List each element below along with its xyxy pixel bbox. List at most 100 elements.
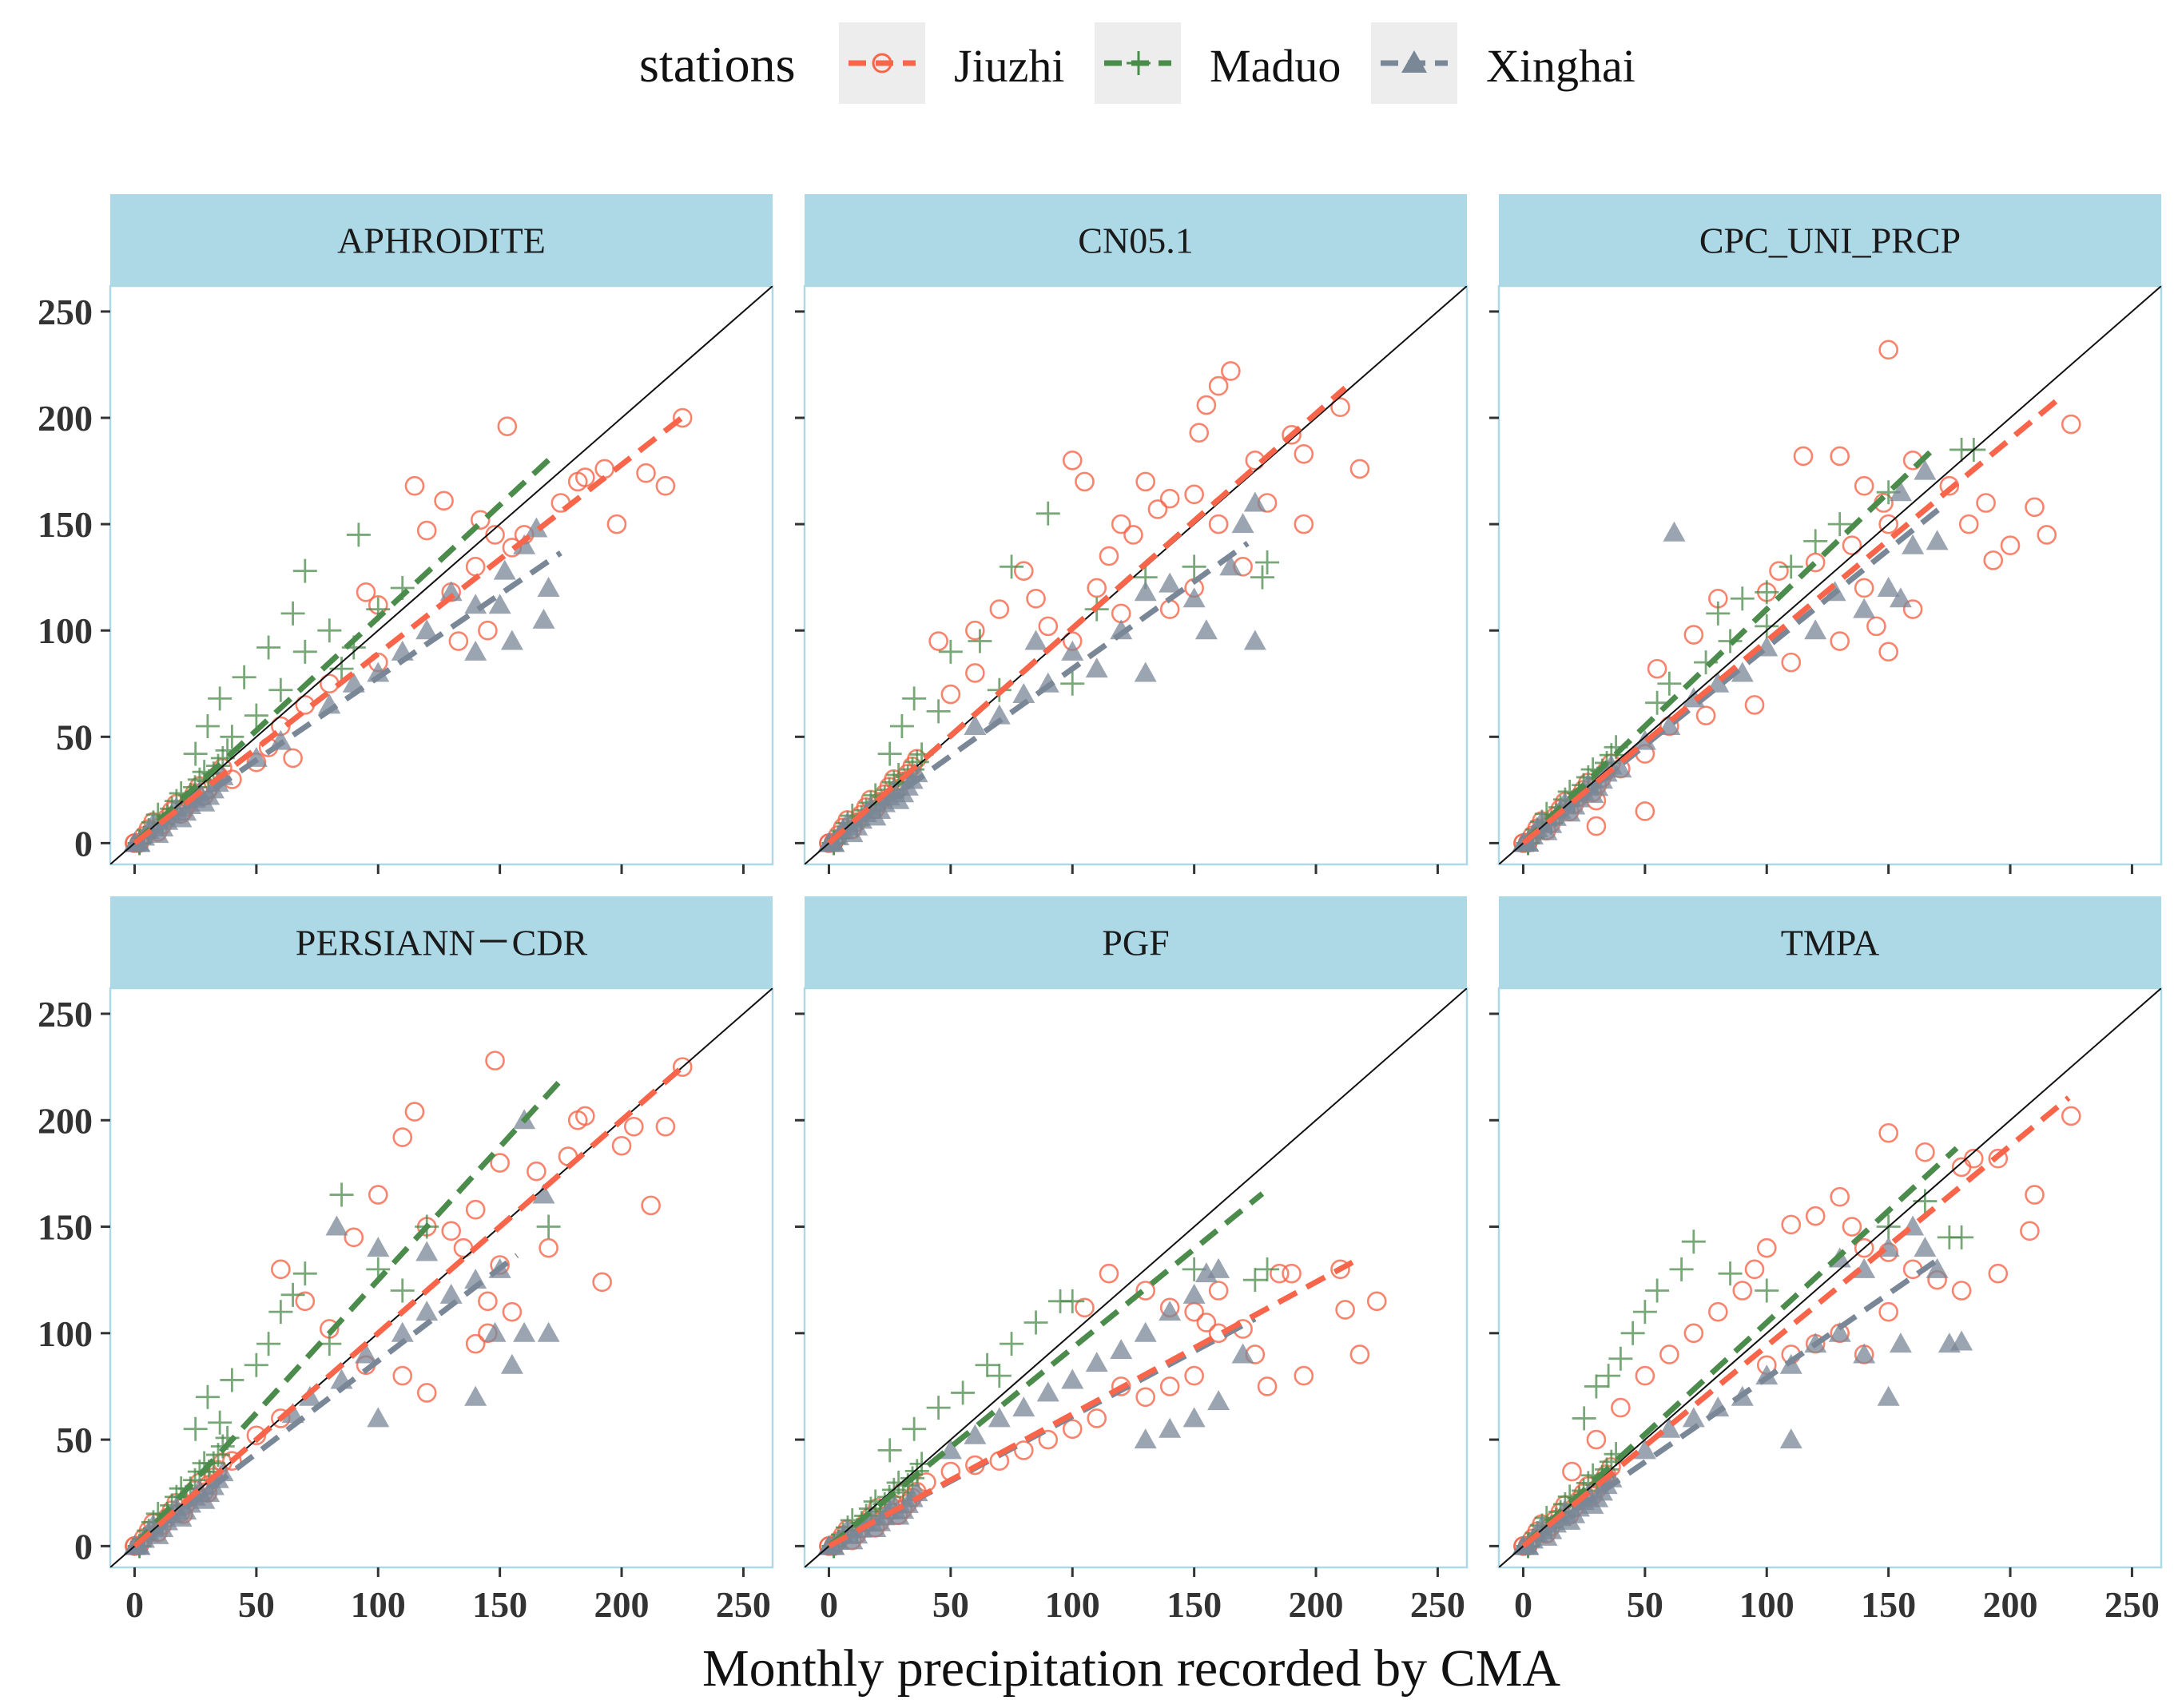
point-jiuzhi (539, 1237, 558, 1258)
point-jiuzhi (1878, 641, 1898, 662)
y-tick-label: 200 (38, 398, 93, 439)
point-maduo (877, 741, 902, 766)
fit-line-jiuzhi (133, 415, 685, 846)
point-jiuzhi (1964, 1148, 1984, 1169)
point-jiuzhi (1988, 1263, 2009, 1284)
point-jiuzhi (1635, 801, 1655, 821)
point-jiuzhi (1683, 1323, 1704, 1344)
point-maduo (317, 618, 342, 643)
panel-cn05-1: CN05.1 (795, 194, 1469, 874)
point-jiuzhi (527, 1161, 546, 1182)
point-jiuzhi (1983, 550, 2004, 570)
x-tick-label: 0 (820, 1584, 838, 1625)
y-tick-label: 200 (38, 1100, 93, 1141)
point-jiuzhi (1611, 1397, 1631, 1418)
point-jiuzhi (1087, 1408, 1107, 1428)
point-jiuzhi (1208, 514, 1229, 534)
point-jiuzhi (404, 1102, 425, 1122)
point-xinghai (1182, 1407, 1206, 1428)
point-jiuzhi (1744, 1259, 1765, 1280)
point-maduo (292, 558, 317, 583)
point-jiuzhi (434, 491, 454, 511)
point-xinghai (1159, 1417, 1182, 1438)
point-maduo (987, 1364, 1011, 1388)
point-jiuzhi (1915, 1142, 1935, 1162)
point-xinghai (1207, 1257, 1230, 1278)
facet-strip-pgf (805, 896, 1467, 988)
point-jiuzhi (1062, 450, 1083, 471)
legend-key-xinghai (1371, 22, 1457, 104)
point-maduo (1645, 1278, 1670, 1303)
point-jiuzhi (2025, 1185, 2045, 1205)
y-tick-label: 50 (56, 1420, 93, 1460)
point-maduo (1608, 1346, 1633, 1371)
point-maduo (877, 1438, 902, 1463)
facet-title-cpc-uni-prcp: CPC_UNI_PRCP (1699, 220, 1961, 261)
fit-line-jiuzhi (827, 385, 1347, 846)
point-jiuzhi (1014, 561, 1034, 581)
point-jiuzhi (575, 467, 595, 487)
point-maduo (1242, 1268, 1267, 1293)
point-maduo (1681, 1229, 1706, 1254)
panel-tmpa: TMPA 0 50 100 150 200 250 (1489, 896, 2163, 1625)
point-maduo (1255, 550, 1280, 575)
point-maduo (183, 1416, 208, 1441)
x-tick-label: 250 (2104, 1584, 2160, 1625)
point-jiuzhi (222, 1451, 242, 1472)
point-xinghai (355, 1343, 378, 1364)
point-maduo (1657, 671, 1682, 696)
fit-line-xinghai (1521, 502, 1946, 846)
point-maduo (195, 713, 220, 738)
point-jiuzhi (1282, 1263, 1302, 1284)
point-xinghai (1134, 1321, 1157, 1342)
point-maduo (889, 713, 914, 738)
point-xinghai (964, 1424, 987, 1444)
point-jiuzhi (592, 1272, 612, 1293)
point-maduo (1779, 554, 1803, 579)
point-jiuzhi (1221, 361, 1241, 381)
point-jiuzhi (1099, 546, 1119, 566)
point-jiuzhi (989, 599, 1010, 619)
point-maduo (232, 665, 256, 689)
point-maduo (1645, 690, 1670, 715)
point-jiuzhi (1123, 525, 1143, 545)
legend-label-maduo: Maduo (1210, 40, 1341, 92)
point-jiuzhi (2000, 535, 2021, 556)
point-jiuzhi (623, 1116, 644, 1137)
x-tick-label: 200 (594, 1584, 650, 1625)
point-xinghai (1024, 630, 1047, 650)
point-maduo (208, 686, 233, 711)
identity-line-aphrodite (110, 286, 773, 864)
point-jiuzhi (1781, 1214, 1802, 1235)
point-maduo (1949, 1225, 1974, 1249)
point-jiuzhi (1562, 1461, 1582, 1482)
x-tick-label: 200 (1983, 1584, 2038, 1625)
point-jiuzhi (470, 510, 491, 530)
point-xinghai (1853, 1343, 1876, 1364)
point-maduo (183, 741, 208, 766)
fit-line-jiuzhi (133, 1064, 685, 1548)
point-jiuzhi (1208, 375, 1229, 396)
point-jiuzhi (392, 1365, 413, 1386)
point-jiuzhi (295, 1291, 316, 1312)
point-jiuzhi (1866, 616, 1886, 637)
point-jiuzhi (1159, 1376, 1180, 1396)
point-jiuzhi (416, 520, 437, 541)
point-xinghai (493, 559, 516, 580)
point-jiuzhi (1184, 484, 1204, 505)
point-jiuzhi (1159, 488, 1180, 509)
point-maduo (1000, 1332, 1024, 1356)
point-xinghai (1110, 619, 1133, 640)
legend: stations Jiuzhi Maduo Xinghai (639, 22, 1635, 104)
x-tick-label: 150 (1167, 1584, 1222, 1625)
legend-label-jiuzhi: Jiuzhi (954, 40, 1065, 92)
y-tick-label: 100 (38, 610, 93, 651)
panel-persiann-cdr: PERSIANN－CDR 0 50 100 150 200 250 0 50 100 150 200 2… (38, 896, 774, 1625)
point-xinghai (1085, 657, 1108, 678)
point-xinghai (439, 1283, 463, 1304)
point-jiuzhi (497, 416, 518, 436)
point-maduo (1584, 1374, 1608, 1399)
point-xinghai (1926, 1257, 1949, 1278)
point-xinghai (1036, 1381, 1059, 1402)
point-maduo (1755, 1278, 1779, 1303)
